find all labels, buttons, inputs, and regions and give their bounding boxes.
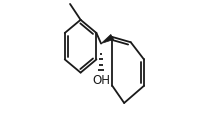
Polygon shape bbox=[101, 34, 114, 44]
Text: OH: OH bbox=[92, 74, 110, 87]
